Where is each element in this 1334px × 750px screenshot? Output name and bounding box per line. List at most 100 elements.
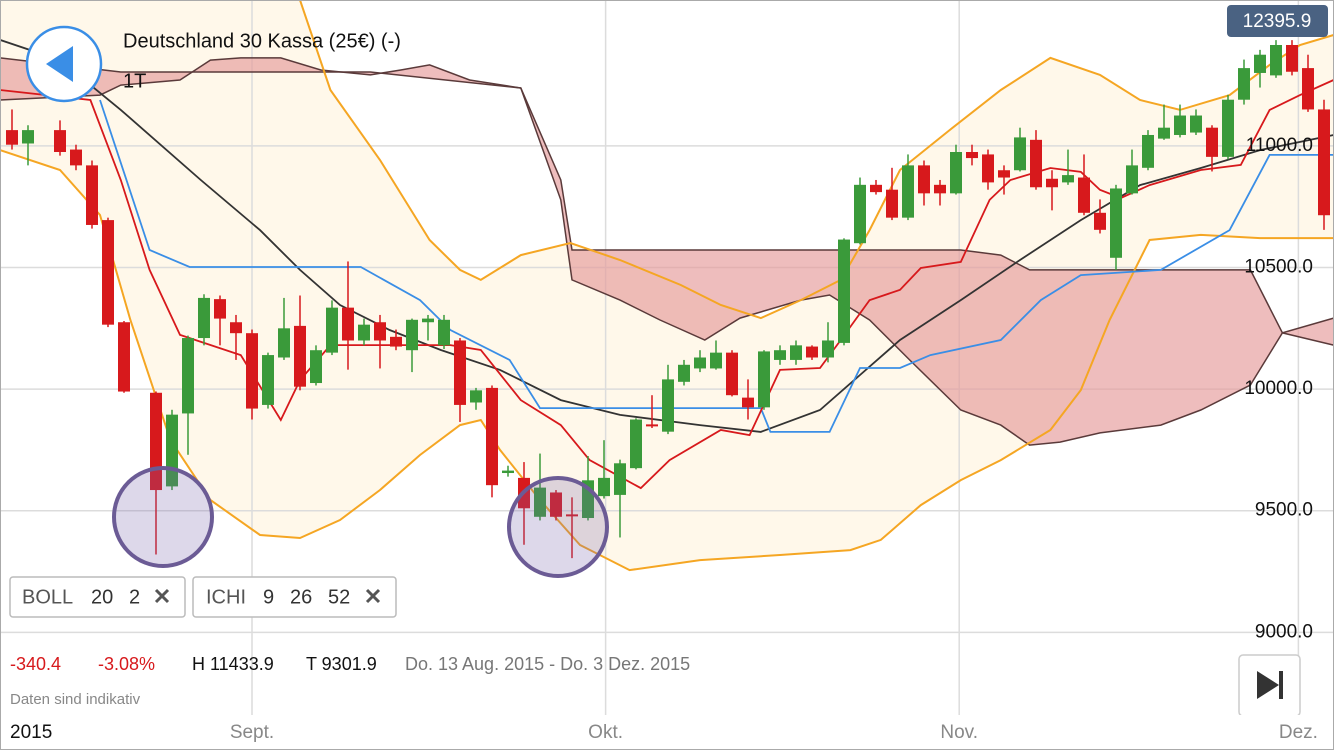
candle-body	[182, 338, 194, 414]
candle-body	[758, 351, 770, 408]
skip-to-end-button[interactable]	[1238, 654, 1301, 717]
candle-body	[854, 184, 866, 244]
candle-body	[294, 325, 306, 387]
y-tick-label: 9000.0	[1255, 621, 1313, 642]
candle-body	[870, 184, 882, 193]
chip-param: 20	[91, 586, 113, 608]
ichimoku-line	[0, 39, 1334, 433]
candle-body	[278, 328, 290, 358]
period: 1T	[123, 70, 146, 92]
chip-box[interactable]	[192, 576, 397, 618]
candle-body	[1206, 127, 1218, 157]
candle-body	[326, 307, 338, 353]
change-pct: -3.08%	[98, 654, 155, 674]
chip-param: 2	[129, 586, 140, 608]
candle-body	[1142, 134, 1154, 168]
candle-body	[886, 189, 898, 218]
candle-body	[742, 397, 754, 408]
bollinger-line	[299, 0, 1334, 320]
chip-close[interactable]	[365, 588, 381, 604]
candle-body	[662, 379, 674, 432]
x-tick-label: Nov.	[940, 722, 978, 743]
indicator-chip[interactable]: BOLL 20 2	[9, 576, 186, 618]
low: T 9301.9	[306, 654, 377, 674]
candle-body	[934, 184, 946, 194]
skip-icon-bar[interactable]	[1279, 671, 1283, 699]
price-tag	[1227, 5, 1328, 37]
candle-body	[902, 165, 914, 218]
candle-body	[678, 364, 690, 382]
y-tick-label: 10000.0	[1244, 378, 1313, 399]
candle-body	[630, 419, 642, 469]
chart-title: Deutschland 30 Kassa (25€) (-)	[123, 30, 401, 52]
candle-body	[1094, 212, 1106, 230]
candle-body	[1286, 44, 1298, 72]
candle-body	[1174, 115, 1186, 135]
x-tick-label: Okt.	[588, 722, 623, 743]
candle-body	[118, 322, 130, 392]
chip-name: BOLL	[22, 586, 73, 608]
y-tick-label: 11000.0	[1246, 135, 1313, 156]
candle-body	[822, 340, 834, 358]
candle-body	[790, 345, 802, 360]
candle-body	[1030, 139, 1042, 188]
candle-body	[534, 487, 546, 517]
chip-param: 52	[328, 586, 350, 608]
candle-body	[374, 322, 386, 341]
candle-body	[1078, 177, 1090, 213]
chip-close[interactable]	[154, 588, 170, 604]
back-icon[interactable]	[46, 46, 73, 82]
cloud-edge	[0, 57, 1334, 446]
candle-body	[246, 333, 258, 409]
indicator-chip[interactable]: ICHI 9 26 52	[192, 576, 397, 618]
x-tick-label: Dez.	[1279, 722, 1318, 743]
ichimoku-line	[99, 99, 1334, 433]
back-button[interactable]	[25, 25, 103, 103]
candle-body	[1238, 68, 1250, 100]
chip-param: 26	[290, 586, 312, 608]
candle-body	[966, 151, 978, 159]
candle-body	[406, 319, 418, 351]
candle-body	[262, 355, 274, 405]
candle-body	[1046, 178, 1058, 188]
change: -340.4	[10, 654, 61, 674]
skip-icon[interactable]	[1257, 671, 1279, 699]
note: Daten sind indikativ	[10, 691, 141, 708]
candle-body	[22, 130, 34, 144]
chip-param: 9	[263, 586, 274, 608]
candle-body	[566, 514, 578, 517]
candle-body	[1110, 188, 1122, 258]
date-range: Do. 13 Aug. 2015 - Do. 3 Dez. 2015	[405, 654, 690, 674]
x-tick-label: Sept.	[230, 722, 274, 743]
candle-body	[1190, 115, 1202, 133]
candle-body	[502, 470, 514, 474]
candle-body	[486, 387, 498, 486]
candle-body	[1222, 99, 1234, 157]
candle-body	[6, 130, 18, 145]
candle-body	[102, 220, 114, 325]
candle-body	[1158, 127, 1170, 139]
candle-body	[838, 239, 850, 343]
candle-body	[1318, 109, 1330, 216]
candle-body	[646, 424, 658, 427]
chip-box[interactable]	[9, 576, 186, 618]
candle-body	[230, 322, 242, 334]
candle-body	[54, 130, 66, 152]
ichimoku-cloud	[0, 57, 1334, 446]
candle-body	[1302, 68, 1314, 110]
candle-body	[1254, 54, 1266, 73]
candle-body	[950, 151, 962, 194]
candle-body	[694, 357, 706, 369]
candle-body	[310, 350, 322, 384]
candle-body	[422, 318, 434, 323]
candle-body	[342, 307, 354, 341]
highlight-circle	[112, 466, 214, 568]
candle-body	[86, 165, 98, 225]
candle-body	[710, 352, 722, 369]
candle-body	[774, 350, 786, 360]
candle-body	[1062, 175, 1074, 183]
candle-body	[150, 392, 162, 491]
candle-body	[438, 319, 450, 346]
